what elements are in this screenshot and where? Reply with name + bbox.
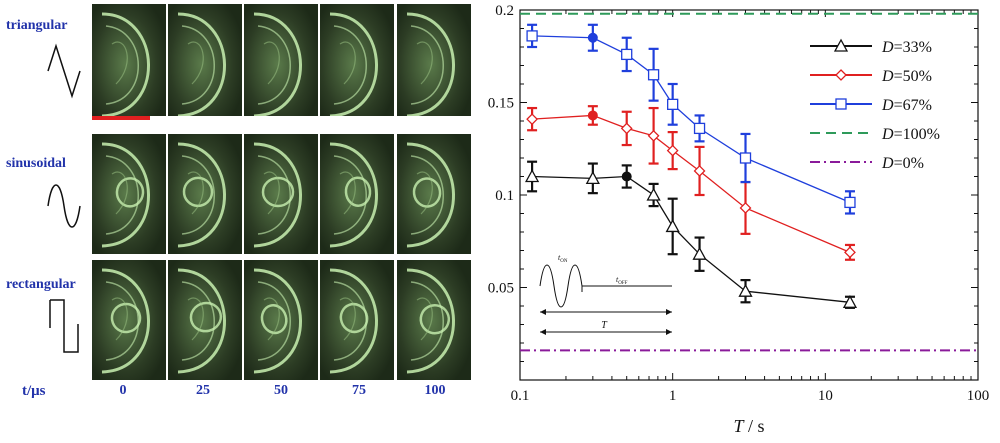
data-point bbox=[667, 98, 679, 110]
inset-wave bbox=[539, 264, 583, 308]
bubble-frame bbox=[244, 260, 318, 380]
legend-marker bbox=[833, 38, 849, 52]
bubble-frame bbox=[168, 134, 242, 254]
chart-area: 0.1 1 10 100 0.05 0.1 0.15 0.2 T / s D=33% D=50% D=… bbox=[480, 0, 1000, 438]
data-point bbox=[842, 294, 858, 308]
inset-period-label: T bbox=[601, 320, 608, 331]
data-point bbox=[665, 219, 680, 233]
bubble-frame bbox=[320, 4, 394, 116]
bubble-frame bbox=[168, 260, 242, 380]
data-point bbox=[621, 48, 633, 61]
x-tick-label: 100 bbox=[967, 388, 990, 404]
x-tick-label: 10 bbox=[818, 388, 833, 404]
legend-label: D=33% bbox=[881, 39, 932, 56]
legend-label: D=100% bbox=[881, 126, 940, 143]
inset-toff-label: tOFF bbox=[616, 275, 628, 286]
data-point bbox=[738, 283, 753, 297]
data-point bbox=[693, 122, 706, 135]
time-tick: 50 bbox=[274, 383, 288, 398]
y-tick-label: 0.1 bbox=[495, 188, 514, 204]
legend-label: D=67% bbox=[881, 97, 932, 114]
data-point bbox=[739, 202, 752, 214]
data-point bbox=[646, 187, 661, 201]
data-point bbox=[620, 122, 633, 135]
sine-icon bbox=[47, 184, 81, 228]
bubble-frame bbox=[397, 4, 471, 116]
data-point bbox=[585, 170, 600, 185]
bubble-frame bbox=[397, 260, 471, 380]
legend-marker bbox=[835, 98, 847, 110]
inset-arrowhead bbox=[666, 329, 672, 335]
bubble-frame bbox=[92, 134, 166, 254]
bubble-frame bbox=[244, 134, 318, 254]
image-panel: triangular sinusoidal rectangular t/μs 0… bbox=[0, 0, 480, 438]
triangle-icon bbox=[47, 43, 81, 99]
inset-arrowhead bbox=[666, 309, 672, 315]
time-tick: 75 bbox=[352, 383, 366, 398]
data-point bbox=[692, 246, 707, 260]
x-tick-label: 1 bbox=[669, 388, 677, 404]
square-icon bbox=[49, 299, 79, 353]
data-point bbox=[739, 152, 752, 164]
bubble-frame bbox=[320, 134, 394, 254]
data-point bbox=[621, 171, 632, 182]
time-tick: 100 bbox=[424, 383, 446, 398]
y-tick-label: 0.15 bbox=[488, 96, 514, 112]
bubble-frame bbox=[397, 134, 471, 254]
bubble-frame bbox=[92, 4, 166, 116]
data-point bbox=[526, 30, 538, 42]
time-tick: 0 bbox=[119, 383, 127, 398]
legend-marker bbox=[835, 69, 847, 81]
plot-frame bbox=[519, 9, 979, 381]
time-tick: 25 bbox=[196, 383, 210, 398]
x-tick-label: 0.1 bbox=[511, 388, 530, 404]
data-point bbox=[666, 144, 679, 157]
inset-arrowhead bbox=[540, 329, 546, 335]
panel-label-sinusoidal: sinusoidal bbox=[6, 156, 66, 171]
data-point bbox=[526, 113, 539, 126]
inset-ton-label: tON bbox=[558, 253, 568, 264]
data-point bbox=[524, 169, 540, 183]
time-axis-label: t/μs bbox=[22, 383, 46, 399]
line-chart: 0.1 1 10 100 0.05 0.1 0.15 0.2 T / s D=33% D=50% D=… bbox=[488, 3, 990, 436]
panel-label-triangular: triangular bbox=[6, 18, 68, 33]
bubble-frame bbox=[320, 260, 394, 380]
legend-label: D=0% bbox=[881, 155, 924, 172]
data-point bbox=[587, 32, 598, 43]
panel-label-rectangular: rectangular bbox=[6, 277, 76, 292]
series-line bbox=[532, 35, 851, 203]
bubble-frame bbox=[168, 4, 242, 116]
data-point bbox=[647, 129, 660, 142]
data-point bbox=[844, 196, 856, 209]
scale-bar bbox=[92, 116, 150, 120]
legend-label: D=50% bbox=[881, 68, 932, 85]
y-tick-label: 0.2 bbox=[495, 3, 514, 19]
bubble-frame bbox=[244, 4, 318, 116]
series-line bbox=[532, 175, 851, 303]
data-point bbox=[844, 246, 856, 259]
data-point bbox=[693, 165, 706, 177]
y-tick-label: 0.05 bbox=[488, 281, 514, 297]
x-axis-label: T / s bbox=[733, 416, 764, 436]
series-line bbox=[532, 114, 851, 253]
inset-arrowhead bbox=[540, 309, 546, 315]
bubble-frame bbox=[92, 260, 166, 380]
data-point bbox=[587, 110, 598, 121]
data-point bbox=[647, 69, 660, 81]
